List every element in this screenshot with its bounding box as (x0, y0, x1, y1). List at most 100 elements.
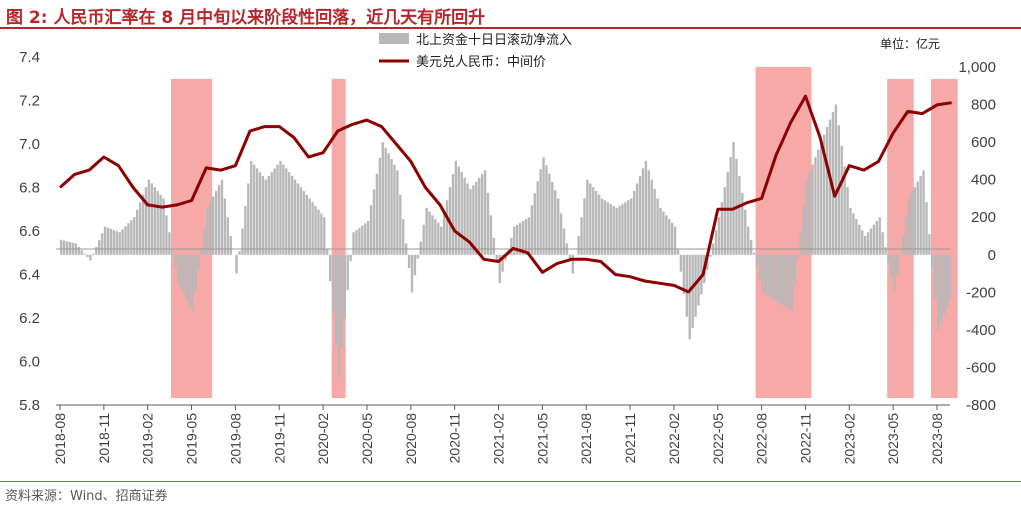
inflow-bar (299, 187, 303, 255)
y-left-tick-label: 6.2 (19, 310, 40, 327)
inflow-bar (948, 254, 952, 300)
inflow-bar (475, 181, 478, 255)
inflow-bar (498, 254, 501, 283)
inflow-bar (83, 253, 86, 255)
legend-bar-label: 北上资金十日日滚动净流入 (416, 32, 572, 48)
inflow-bar (896, 254, 899, 274)
inflow-bar (214, 190, 218, 255)
inflow-bar (188, 254, 192, 306)
inflow-bar (825, 127, 829, 255)
inflow-bar (273, 168, 276, 255)
inflow-bar (463, 177, 466, 255)
inflow-bar (893, 254, 896, 293)
inflow-bar (749, 239, 753, 255)
shaded-period (170, 79, 213, 398)
inflow-bar (776, 254, 779, 302)
inflow-bar (890, 254, 893, 278)
inflow-bar (744, 209, 747, 255)
inflow-bar (89, 254, 92, 261)
x-tick-label: 2019-02 (140, 413, 156, 465)
inflow-bar (855, 219, 858, 255)
inflow-bar (673, 226, 677, 255)
inflow-bar (118, 232, 121, 255)
inflow-bar (872, 224, 876, 255)
inflow-bar (618, 205, 621, 255)
inflow-bar (782, 254, 785, 306)
inflow-bar (524, 219, 528, 255)
inflow-bar (726, 172, 729, 255)
inflow-bar (577, 236, 580, 255)
inflow-bar (676, 249, 680, 255)
inflow-bar (425, 207, 428, 255)
inflow-bar (171, 249, 174, 255)
inflow-bar (229, 236, 232, 255)
inflow-bar (738, 175, 741, 255)
inflow-bar (641, 168, 645, 255)
inflow-bar (402, 219, 405, 255)
inflow-bar (597, 194, 601, 255)
inflow-bar (384, 147, 387, 255)
inflow-bar (153, 187, 156, 255)
inflow-bar (942, 254, 946, 315)
inflow-bar (472, 185, 475, 255)
inflow-bar (834, 104, 838, 255)
inflow-bar (945, 254, 949, 308)
inflow-bar (136, 209, 139, 255)
inflow-bar (407, 254, 411, 268)
inflow-bar (501, 254, 504, 272)
inflow-bar (80, 250, 83, 255)
x-tick-label: 2019-08 (227, 413, 243, 465)
inflow-bar (159, 194, 162, 255)
inflow-bar (638, 175, 642, 255)
inflow-bar (264, 179, 268, 255)
inflow-bar (288, 172, 291, 255)
inflow-bar (238, 251, 241, 255)
inflow-bar (729, 157, 732, 255)
inflow-bar (103, 226, 107, 255)
inflow-bar (653, 189, 656, 255)
inflow-bar (109, 228, 113, 255)
inflow-bar (580, 217, 583, 255)
y-left-tick-label: 6.8 (19, 180, 40, 197)
inflow-bar (682, 254, 686, 295)
inflow-bar (670, 222, 674, 255)
y-right-tick-label: -400 (966, 322, 996, 339)
x-tick-label: 2021-05 (534, 413, 550, 465)
inflow-bar (276, 164, 279, 255)
y-left-tick-label: 7.4 (19, 49, 40, 66)
inflow-bar (820, 142, 823, 255)
legend-line-label: 美元兑人民币：中间价 (416, 55, 546, 70)
inflow-bar (846, 187, 849, 255)
inflow-bar (665, 215, 668, 255)
inflow-bar (609, 204, 612, 255)
inflow-bar (352, 232, 355, 255)
x-tick-label: 2018-08 (52, 413, 68, 465)
y-right-tick-label: 1,000 (958, 59, 996, 76)
inflow-bar (901, 236, 905, 255)
inflow-bar (787, 254, 791, 310)
inflow-bar (510, 237, 513, 255)
inflow-bar (255, 168, 259, 255)
y-left-tick-label: 7.2 (19, 93, 40, 110)
inflow-bar (814, 157, 817, 255)
inflow-bar (223, 198, 227, 255)
inflow-bar (571, 254, 574, 274)
inflow-bar (375, 173, 379, 255)
inflow-bar (355, 229, 358, 255)
legend-bar-swatch (379, 33, 409, 44)
inflow-bar (150, 183, 154, 255)
inflow-bar (603, 200, 607, 255)
inflow-bar (802, 205, 805, 255)
inflow-bar (650, 179, 653, 255)
inflow-bar (302, 190, 306, 255)
inflow-bar (244, 205, 247, 255)
inflow-bar (758, 254, 762, 280)
inflow-bar (390, 159, 393, 255)
inflow-bar (311, 202, 314, 255)
inflow-bar (761, 254, 764, 293)
fx-series-line (58, 94, 952, 294)
inflow-bar (100, 233, 104, 255)
inflow-bar (480, 174, 484, 255)
inflow-bar (714, 230, 718, 255)
inflow-bar (115, 231, 118, 255)
